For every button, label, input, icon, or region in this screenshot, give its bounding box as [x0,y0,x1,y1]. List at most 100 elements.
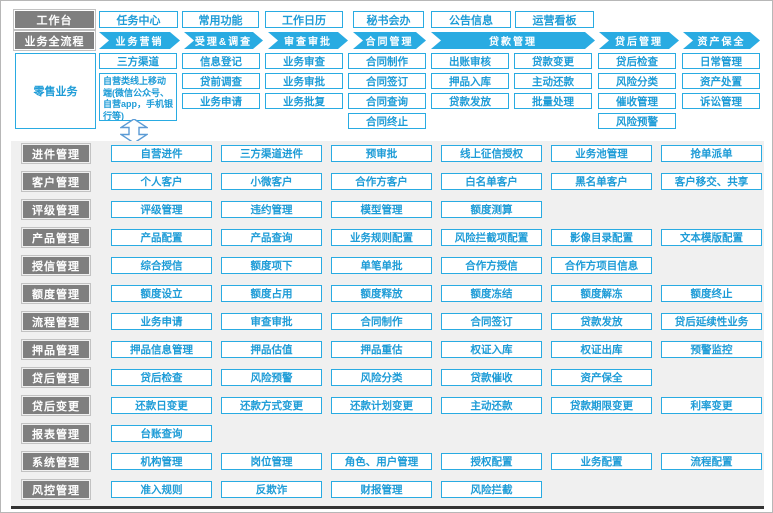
module-item[interactable]: 预警监控 [661,341,762,358]
module-item[interactable]: 影像目录配置 [551,229,652,246]
module-item[interactable]: 角色、用户管理 [331,453,432,470]
module-item[interactable]: 额度项下 [221,257,322,274]
module-item[interactable]: 额度占用 [221,285,322,302]
module-item[interactable]: 额度设立 [111,285,212,302]
module-item[interactable]: 岗位管理 [221,453,322,470]
module-item[interactable]: 权证入库 [441,341,542,358]
retail-box[interactable]: 合同签订 [348,73,426,89]
module-item[interactable]: 违约管理 [221,201,322,218]
module-item[interactable]: 黑名单客户 [551,173,652,190]
retail-box[interactable]: 贷后检查 [598,53,676,69]
retail-box[interactable]: 业务批复 [265,93,343,109]
module-item[interactable]: 业务池管理 [551,145,652,162]
workbench-item[interactable]: 常用功能 [182,11,259,28]
workbench-item[interactable]: 任务中心 [99,11,178,28]
retail-box[interactable]: 业务审查 [265,53,343,69]
module-item[interactable]: 台账查询 [111,425,212,442]
module-item[interactable]: 还款日变更 [111,397,212,414]
module-item[interactable]: 风险拦截 [441,481,542,498]
retail-box[interactable]: 风险分类 [598,73,676,89]
module-item[interactable]: 利率变更 [661,397,762,414]
module-item[interactable]: 主动还款 [441,397,542,414]
module-item[interactable]: 抢单派单 [661,145,762,162]
module-item[interactable]: 权证出库 [551,341,652,358]
module-item[interactable]: 审查审批 [221,313,322,330]
module-item[interactable]: 贷款催收 [441,369,542,386]
workbench-item[interactable]: 工作日历 [265,11,343,28]
module-item[interactable]: 业务配置 [551,453,652,470]
module-item[interactable]: 额度测算 [441,201,542,218]
retail-box[interactable]: 主动还款 [514,73,592,89]
module-item[interactable]: 押品估值 [221,341,322,358]
retail-box[interactable]: 催收管理 [598,93,676,109]
module-item[interactable]: 还款方式变更 [221,397,322,414]
module-item[interactable]: 三方渠道进件 [221,145,322,162]
module-item[interactable]: 个人客户 [111,173,212,190]
module-item[interactable]: 合同签订 [441,313,542,330]
flow-stage-arrow: 合同管理 [353,32,426,49]
module-item[interactable]: 产品配置 [111,229,212,246]
retail-box[interactable]: 出账审核 [431,53,509,69]
module-item[interactable]: 贷后延续性业务 [661,313,762,330]
module-item[interactable]: 业务规则配置 [331,229,432,246]
retail-box[interactable]: 合同制作 [348,53,426,69]
retail-box[interactable]: 合同查询 [348,93,426,109]
retail-box[interactable]: 诉讼管理 [682,93,760,109]
module-item[interactable]: 还款计划变更 [331,397,432,414]
retail-box[interactable]: 风险预警 [598,113,676,129]
retail-box[interactable]: 信息登记 [182,53,260,69]
retail-box[interactable]: 日常管理 [682,53,760,69]
module-item[interactable]: 业务申请 [111,313,212,330]
module-item[interactable]: 贷款期限变更 [551,397,652,414]
module-item[interactable]: 风险拦截项配置 [441,229,542,246]
module-item[interactable]: 资产保全 [551,369,652,386]
workbench-item[interactable]: 公告信息 [431,11,511,28]
module-item[interactable]: 财报管理 [331,481,432,498]
module-item[interactable]: 风险预警 [221,369,322,386]
retail-box[interactable]: 自营类线上移动端(微信公众号、自营app，手机银行等) [99,73,177,121]
module-item[interactable]: 贷款发放 [551,313,652,330]
retail-box[interactable]: 业务审批 [265,73,343,89]
module-item[interactable]: 授权配置 [441,453,542,470]
module-item[interactable]: 反欺诈 [221,481,322,498]
module-item[interactable]: 客户移交、共享 [661,173,762,190]
module-item[interactable]: 额度释放 [331,285,432,302]
retail-box[interactable]: 合同终止 [348,113,426,129]
retail-box[interactable]: 贷款变更 [514,53,592,69]
module-item[interactable]: 自营进件 [111,145,212,162]
module-item[interactable]: 合作方客户 [331,173,432,190]
retail-box[interactable]: 贷款发放 [431,93,509,109]
module-item[interactable]: 合同制作 [331,313,432,330]
module-item[interactable]: 线上征信授权 [441,145,542,162]
module-item[interactable]: 押品信息管理 [111,341,212,358]
module-item[interactable]: 模型管理 [331,201,432,218]
module-item[interactable]: 产品查询 [221,229,322,246]
workbench-item[interactable]: 运营看板 [515,11,594,28]
retail-box[interactable]: 押品入库 [431,73,509,89]
module-item[interactable]: 单笔单批 [331,257,432,274]
module-item[interactable]: 综合授信 [111,257,212,274]
retail-box[interactable]: 资产处置 [682,73,760,89]
module-item[interactable]: 小微客户 [221,173,322,190]
module-item[interactable]: 流程配置 [661,453,762,470]
retail-box[interactable]: 批量处理 [514,93,592,109]
retail-box[interactable]: 业务申请 [182,93,260,109]
module-item[interactable]: 评级管理 [111,201,212,218]
retail-box[interactable]: 三方渠道 [99,53,177,69]
workbench-item[interactable]: 秘书会办 [353,11,424,28]
module-item[interactable]: 预审批 [331,145,432,162]
module-item[interactable]: 白名单客户 [441,173,542,190]
module-item[interactable]: 文本模版配置 [661,229,762,246]
retail-box[interactable]: 贷前调查 [182,73,260,89]
module-item[interactable]: 机构管理 [111,453,212,470]
module-item[interactable]: 风险分类 [331,369,432,386]
module-item[interactable]: 额度冻结 [441,285,542,302]
module-item[interactable]: 押品重估 [331,341,432,358]
module-item[interactable]: 合作方项目信息 [551,257,652,274]
module-item[interactable]: 额度解冻 [551,285,652,302]
module-item[interactable]: 额度终止 [661,285,762,302]
module-items: 机构管理 岗位管理 角色、用户管理 授权配置 业务配置 流程配置 [111,453,762,470]
module-item[interactable]: 准入规则 [111,481,212,498]
module-item[interactable]: 贷后检查 [111,369,212,386]
module-item[interactable]: 合作方授信 [441,257,542,274]
